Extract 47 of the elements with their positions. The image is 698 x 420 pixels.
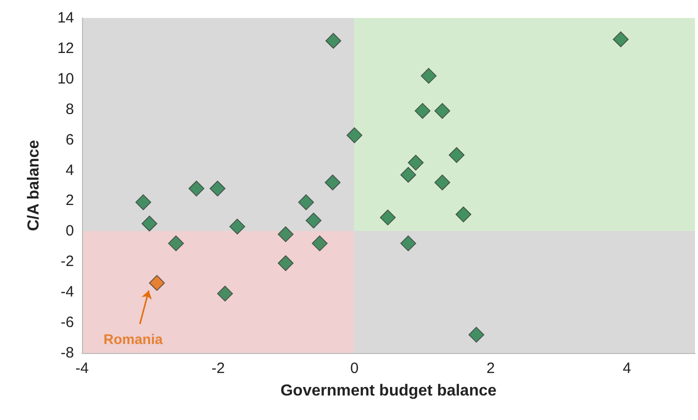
point bbox=[468, 326, 484, 343]
x-tick-label: 4 bbox=[622, 360, 632, 377]
point bbox=[456, 206, 472, 222]
y-tick-label: -2 bbox=[60, 253, 74, 270]
point bbox=[217, 286, 233, 302]
x-tick-label: 0 bbox=[350, 360, 359, 377]
y-tick-label: -8 bbox=[60, 344, 74, 362]
y-tick-label: 6 bbox=[66, 131, 74, 148]
y-tick-label: 12 bbox=[57, 40, 74, 57]
y-tick-label: 8 bbox=[66, 100, 74, 118]
x-axis-title: Government budget balance bbox=[280, 382, 497, 400]
annotation: Romania bbox=[104, 331, 163, 348]
point bbox=[188, 180, 204, 196]
point bbox=[278, 255, 294, 272]
y-tick-label: 0 bbox=[66, 222, 74, 240]
point bbox=[400, 235, 416, 252]
y-tick-label: 14 bbox=[57, 10, 74, 26]
point bbox=[434, 174, 450, 190]
point bbox=[312, 235, 328, 252]
point bbox=[414, 102, 430, 119]
point bbox=[306, 212, 322, 228]
point bbox=[149, 275, 165, 291]
point bbox=[400, 166, 416, 183]
point bbox=[380, 210, 396, 226]
point bbox=[420, 68, 437, 84]
point bbox=[612, 31, 629, 48]
y-tick-label: 4 bbox=[66, 162, 74, 179]
point bbox=[324, 174, 341, 190]
point bbox=[408, 154, 424, 171]
x-tick-label: -2 bbox=[212, 360, 225, 377]
point bbox=[346, 127, 362, 144]
y-axis-title: C/A balance bbox=[26, 140, 42, 231]
point bbox=[298, 194, 314, 210]
x-tick-label: 2 bbox=[486, 360, 495, 377]
point bbox=[210, 180, 226, 196]
point bbox=[142, 216, 158, 232]
y-tick-label: -4 bbox=[60, 284, 74, 301]
point bbox=[434, 102, 450, 119]
point bbox=[278, 226, 294, 242]
point bbox=[325, 32, 342, 49]
point bbox=[229, 218, 246, 235]
point bbox=[168, 235, 184, 252]
point bbox=[448, 147, 465, 163]
y-tick-label: -6 bbox=[60, 314, 74, 332]
point bbox=[135, 194, 152, 210]
y-tick-label: 2 bbox=[66, 192, 74, 210]
y-tick-label: 10 bbox=[57, 70, 74, 88]
